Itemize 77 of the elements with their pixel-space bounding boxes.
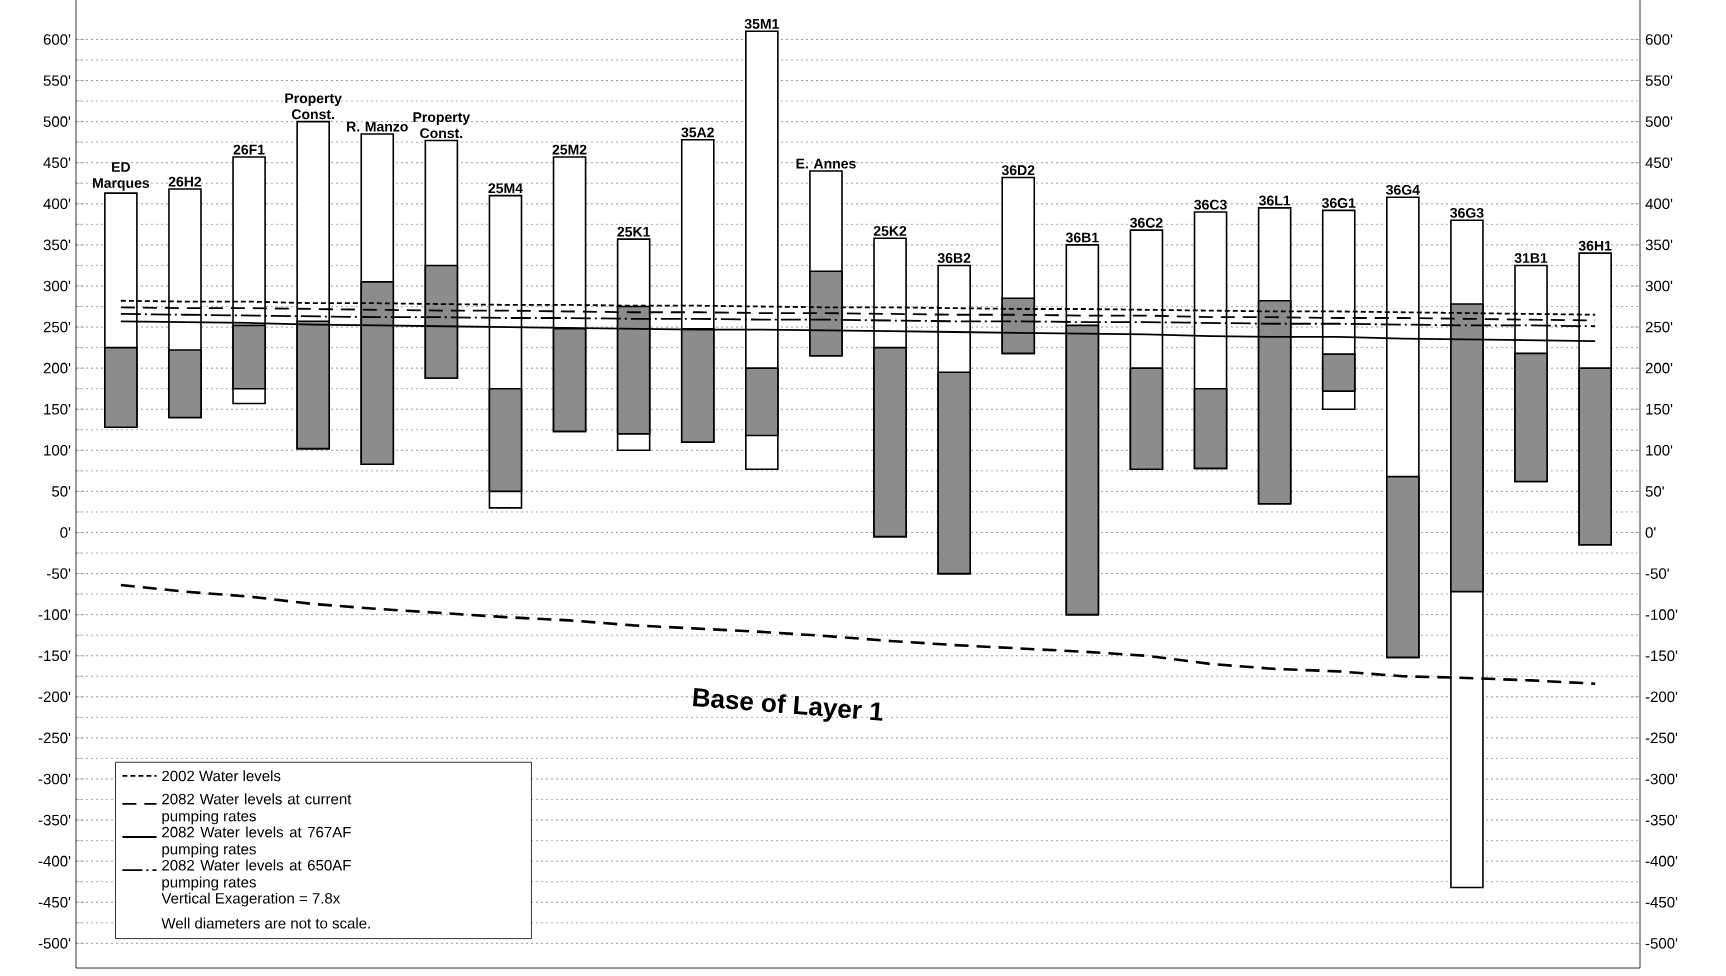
x-tick-label: 26H2: [168, 176, 202, 187]
y-tick-label: -350': [38, 814, 71, 826]
y2-tick-label: 150': [1646, 403, 1673, 415]
y2-tick-label: -50': [1645, 568, 1669, 579]
y2-tick-label: 500': [1645, 116, 1673, 127]
legend-label: 2082 Water levels at 650AF pumping rates: [162, 859, 351, 891]
annotation: Vertical Exageration = 7.8x: [161, 892, 341, 907]
x-tick-label: E. Annes: [796, 158, 856, 169]
x-tick-label: 25K1: [617, 226, 650, 237]
y-tick-label: 200': [43, 362, 71, 374]
y-tick-label: 300': [43, 280, 71, 292]
y-tick-label: -200': [38, 691, 71, 703]
x-tick-label: 25M2: [552, 144, 587, 155]
y2-tick-label: 400': [1645, 198, 1673, 210]
x-tick-label: 36B2: [937, 253, 971, 264]
x-tick-label: 35M1: [744, 18, 779, 29]
y-tick-label: -50': [47, 568, 71, 579]
y-tick-label: 450': [43, 157, 71, 169]
x-tick-label: 36L1: [1259, 195, 1291, 206]
legend-label: 2082 Water levels at current pumping rates: [162, 793, 352, 825]
x-tick-label: Property Const.: [285, 93, 342, 120]
x-tick-label: 25K2: [873, 226, 907, 236]
y2-tick-label: -350': [1645, 814, 1678, 826]
x-tick-label: R. Manzo: [347, 121, 408, 132]
y2-tick-label: 50': [1645, 486, 1664, 497]
y-tick-label: -250': [38, 732, 71, 744]
x-tick-label: ED Marques: [93, 162, 150, 191]
y-tick-label: -400': [38, 855, 71, 867]
y2-tick-label: 250': [1645, 321, 1673, 333]
y-tick-label: 150': [44, 403, 71, 415]
y-tick-label: 100': [44, 445, 71, 456]
x-tick-label: 36D2: [1001, 165, 1035, 176]
y-tick-label: 400': [43, 198, 71, 210]
x-tick-label: 36C2: [1130, 217, 1163, 228]
y2-tick-label: -250': [1645, 732, 1678, 744]
y-tick-label: 250': [43, 321, 71, 333]
y2-tick-label: -450': [1645, 896, 1678, 908]
y-tick-label: -500': [38, 938, 71, 949]
y-tick-label: -100': [38, 609, 71, 620]
y2-tick-label: -200': [1645, 691, 1678, 703]
y-tick-label: 600': [43, 34, 71, 45]
y2-tick-label: 600': [1645, 34, 1673, 45]
y-tick-label: -150': [38, 650, 71, 662]
y2-tick-label: 450': [1645, 157, 1673, 169]
annotation: Well diameters are not to scale.: [161, 917, 370, 929]
y-tick-label: 500': [43, 116, 71, 127]
x-tick-label: Property Const.: [413, 112, 471, 139]
y2-tick-label: 550': [1645, 75, 1673, 86]
x-tick-label: 26F1: [233, 144, 265, 155]
annotation: Base of Layer 1: [693, 688, 883, 722]
y2-tick-label: 350': [1645, 239, 1673, 251]
x-tick-label: 36H1: [1578, 240, 1612, 251]
y2-tick-label: 200': [1645, 362, 1673, 374]
y2-tick-label: 300': [1645, 280, 1673, 292]
x-tick-label: 36G1: [1321, 198, 1356, 208]
x-tick-label: 36B1: [1065, 232, 1099, 243]
y-tick-label: -300': [38, 773, 71, 785]
y2-tick-label: -300': [1645, 773, 1678, 785]
y2-tick-label: -500': [1645, 938, 1678, 949]
x-tick-label: 31B1: [1514, 253, 1548, 264]
y-tick-label: 50': [51, 486, 71, 497]
y-tick-label: 0': [60, 527, 71, 538]
y2-tick-label: 0': [1645, 527, 1656, 538]
x-tick-label: 36C3: [1194, 199, 1227, 210]
legend-label: 2002 Water levels: [162, 770, 281, 782]
x-tick-label: 36G3: [1450, 207, 1484, 218]
x-tick-label: 35A2: [681, 127, 714, 138]
legend-label: 2082 Water levels at 767AF pumping rates: [162, 826, 351, 858]
x-tick-label: 25M4: [488, 183, 523, 194]
x-tick-label: 36G4: [1386, 184, 1420, 195]
y2-tick-label: -150': [1645, 650, 1678, 662]
y2-tick-label: 100': [1646, 445, 1673, 456]
y2-tick-label: -400': [1645, 855, 1678, 867]
y-tick-label: -450': [38, 896, 71, 908]
y-tick-label: 550': [43, 75, 71, 86]
y-tick-label: 350': [43, 239, 71, 251]
y2-tick-label: -100': [1645, 609, 1678, 620]
